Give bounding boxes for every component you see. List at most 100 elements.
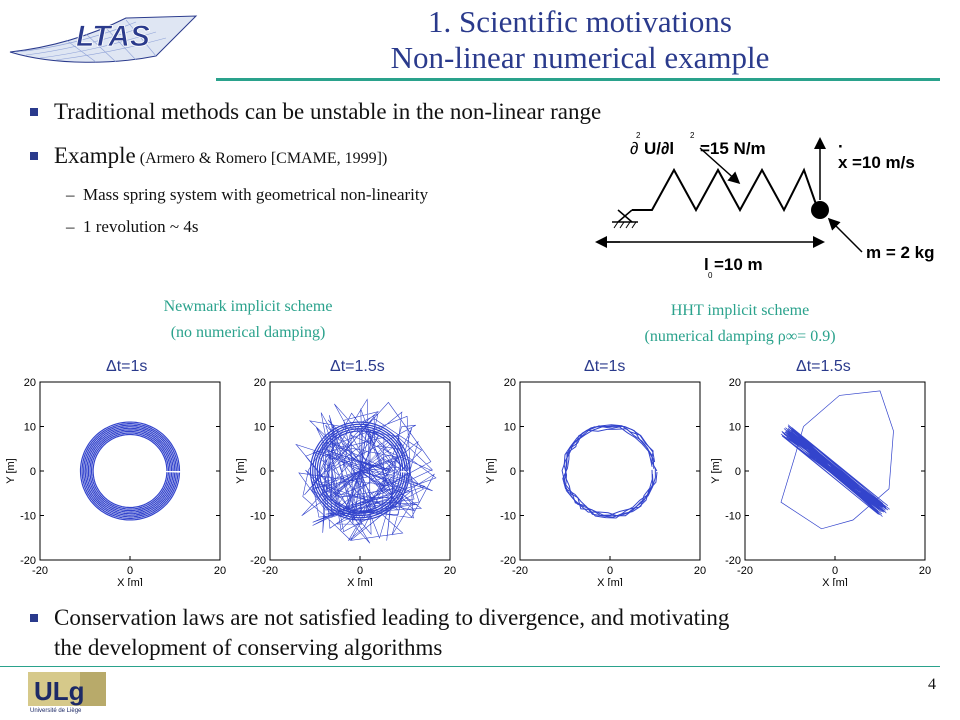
x-tick-label: -20 xyxy=(512,565,528,577)
x-axis-label: X [m] xyxy=(597,577,623,586)
plot-newmark-dt1: 20 10 0 -10 -20-20 0 20 X [m] Y [m] xyxy=(5,377,226,586)
x-tick-label: 20 xyxy=(694,565,706,577)
trajectory-line xyxy=(81,423,179,519)
x-tick-label: 0 xyxy=(607,565,613,577)
x-tick-label: 20 xyxy=(214,565,226,577)
trajectory-line xyxy=(83,424,177,518)
svg-text:∂: ∂ xyxy=(630,139,638,158)
trajectory-line xyxy=(312,423,408,519)
footer-divider xyxy=(0,666,940,667)
y-tick-label: -10 xyxy=(20,511,36,523)
trajectory-line xyxy=(314,425,406,517)
trajectory-line xyxy=(295,398,437,544)
x-tick-label: -20 xyxy=(262,565,278,577)
page-number: 4 xyxy=(928,676,936,693)
bullet-conservation-laws: Conservation laws are not satisfied lead… xyxy=(30,604,729,632)
bullet-text: Traditional methods can be unstable in t… xyxy=(54,99,602,124)
y-tick-label: -20 xyxy=(20,555,36,567)
slide-title-line2: Non-linear numerical example xyxy=(390,40,770,75)
newmark-caption-line1: Newmark implicit scheme xyxy=(163,298,333,315)
sub-bullet-mass-spring: – Mass spring system with geometrical no… xyxy=(66,184,428,206)
bullet-conservation-laws-cont: the development of conserving algorithms xyxy=(54,635,443,660)
ulg-logo: ULg Université de Liège xyxy=(28,672,106,714)
bullet-marker xyxy=(30,151,38,160)
trajectory-line xyxy=(780,424,890,517)
x-tick-label: 0 xyxy=(832,565,838,577)
sub-bullet-dash: – xyxy=(66,217,83,236)
dt-label-hht-2: Δt=1.5s xyxy=(796,358,851,375)
trajectory-line xyxy=(321,430,401,512)
bullet-text-line1: Conservation laws are not satisfied lead… xyxy=(54,605,730,630)
x-axis-label: X [m] xyxy=(117,577,143,586)
mass-label: m = 2 kg xyxy=(866,243,935,262)
trajectory-line xyxy=(89,430,171,512)
y-tick-label: -20 xyxy=(500,555,516,567)
x-tick-label: 0 xyxy=(127,565,133,577)
bullet-traditional-methods: Traditional methods can be unstable in t… xyxy=(30,98,601,126)
svg-text:U/∂l: U/∂l xyxy=(644,139,674,158)
dt-label-newmark-2: Δt=1.5s xyxy=(330,358,385,375)
trajectory-line xyxy=(561,425,655,517)
x-axis-label: X [m] xyxy=(347,577,373,586)
hht-caption-line2: (numerical damping ρ∞= 0.9) xyxy=(644,328,836,345)
y-tick-label: 20 xyxy=(504,377,516,389)
trajectory-line xyxy=(564,425,656,517)
plot-hht-dt1-5: 20 10 0 -10 -20-20 0 20 X [m] Y [m] xyxy=(710,377,931,586)
y-tick-label: -10 xyxy=(500,511,516,523)
trajectory-line xyxy=(84,426,176,516)
y-tick-label: 0 xyxy=(30,466,36,478)
trajectory-line xyxy=(92,433,168,509)
y-axis-label: Y [m] xyxy=(710,458,722,483)
svg-text:·: · xyxy=(838,137,844,156)
y-tick-label: -20 xyxy=(725,555,741,567)
trajectory-line xyxy=(87,429,173,513)
y-tick-label: 10 xyxy=(24,422,36,434)
slide-title-line1: 1. Scientific motivations xyxy=(428,4,732,39)
plot-frame xyxy=(39,381,221,561)
dt-label-newmark-1: Δt=1s xyxy=(106,358,148,375)
x-tick-label: 20 xyxy=(919,565,931,577)
x-tick-label: 0 xyxy=(357,565,363,577)
y-tick-label: 20 xyxy=(24,377,36,389)
trajectory-line xyxy=(780,390,894,530)
svg-text:x: x xyxy=(838,153,848,172)
bullet-example: Example (Armero & Romero [CMAME, 1999]) xyxy=(30,142,387,173)
velocity-label: =10 m/s xyxy=(852,153,915,172)
plot-newmark-dt1-5: 20 10 0 -10 -20-20 0 20 X [m] Y [m] xyxy=(235,377,456,586)
sub-bullet-revolution: – 1 revolution ~ 4s xyxy=(66,216,198,238)
svg-text:2: 2 xyxy=(690,131,695,140)
y-tick-label: 0 xyxy=(735,466,741,478)
bullet-marker xyxy=(30,107,38,116)
y-tick-label: 0 xyxy=(510,466,516,478)
length-label: =10 m xyxy=(714,255,763,274)
bullet-text: Example xyxy=(54,143,136,168)
svg-text:0: 0 xyxy=(708,271,713,280)
y-tick-label: 20 xyxy=(254,377,266,389)
y-tick-label: 10 xyxy=(729,422,741,434)
y-tick-label: 20 xyxy=(729,377,741,389)
y-axis-label: Y [m] xyxy=(5,458,17,483)
trajectory-line xyxy=(79,421,181,521)
svg-text:l: l xyxy=(704,255,709,274)
plot-hht-dt1: 20 10 0 -10 -20-20 0 20 X [m] Y [m] xyxy=(485,377,706,586)
x-tick-label: -20 xyxy=(32,565,48,577)
x-tick-label: -20 xyxy=(737,565,753,577)
y-axis-label: Y [m] xyxy=(235,458,247,483)
bullet-marker xyxy=(30,613,38,622)
title-divider xyxy=(216,78,940,81)
y-tick-label: 0 xyxy=(260,466,266,478)
y-tick-label: 10 xyxy=(504,422,516,434)
sub-bullet-dash: – xyxy=(66,185,83,204)
trajectory-line xyxy=(90,432,170,510)
y-axis-label: Y [m] xyxy=(485,458,497,483)
y-tick-label: -10 xyxy=(250,511,266,523)
dt-label-hht-1: Δt=1s xyxy=(584,358,626,375)
svg-text:2: 2 xyxy=(636,131,641,140)
plot-frame xyxy=(519,381,701,561)
sub-bullet-text: Mass spring system with geometrical non-… xyxy=(83,185,429,204)
trajectory-line xyxy=(86,427,174,515)
stiffness-label: =15 N/m xyxy=(700,139,766,158)
ulg-logo-text: ULg xyxy=(34,676,85,706)
spring-diagram: ∂ U/∂l 2 2 =15 N/m x · =10 m/s m = 2 kg … xyxy=(590,118,950,288)
ltas-logo: LTAS xyxy=(6,8,202,70)
